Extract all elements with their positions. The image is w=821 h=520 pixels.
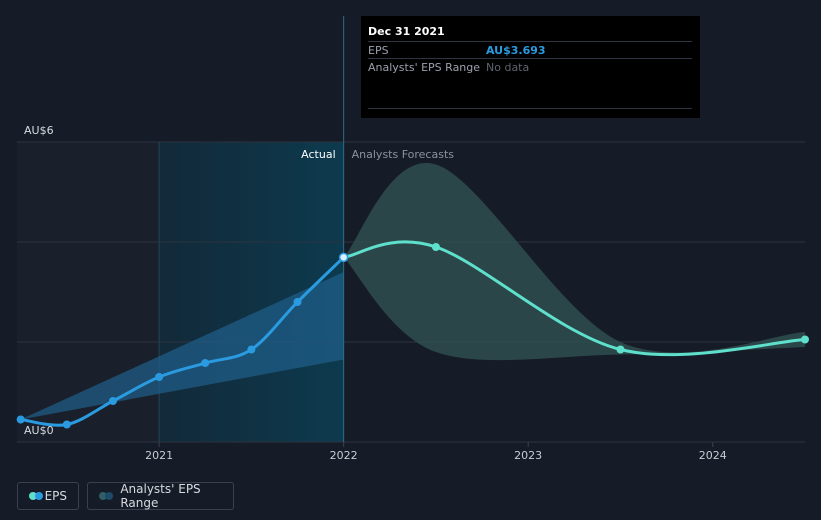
eps-legend-icon	[29, 492, 43, 500]
tooltip: Dec 31 2021 EPS AU$3.693 Analysts' EPS R…	[361, 16, 700, 118]
forecast-section-label: Analysts Forecasts	[352, 148, 455, 161]
x-tick-label-1: 2022	[330, 449, 358, 462]
tooltip-range-value: No data	[486, 61, 530, 74]
x-tick-label-2: 2023	[514, 449, 542, 462]
legend-range-label: Analysts' EPS Range	[120, 482, 201, 510]
legend-eps[interactable]: EPS	[17, 482, 79, 510]
y-tick-label-top: AU$6	[24, 124, 54, 137]
legend-eps-label: EPS	[44, 489, 67, 503]
eps-forecast-point-1	[431, 243, 440, 251]
eps-forecast-line	[343, 240, 806, 357]
tooltip-date: Dec 31 2021	[368, 25, 445, 38]
analyst-range-forecast	[343, 163, 805, 361]
legend-analysts-range[interactable]: Analysts' EPS Range	[87, 482, 234, 510]
tooltip-range-label: Analysts' EPS Range	[368, 61, 481, 74]
range-legend-icon	[99, 492, 113, 500]
eps-actual-point-1	[62, 420, 71, 429]
actual-section-label: Actual	[301, 148, 335, 161]
tooltip-eps-value: AU$3.693	[486, 44, 546, 57]
eps-actual-point-6	[293, 298, 302, 306]
eps-actual-point-7	[338, 252, 349, 263]
tooltip-divider	[368, 108, 692, 109]
tooltip-eps-label: EPS	[368, 44, 389, 57]
analyst-range-actual	[20, 272, 344, 420]
tooltip-range-row: Analysts' EPS Range No data	[368, 58, 692, 76]
eps-forecast-point-3	[801, 335, 809, 344]
eps-actual-point-3	[155, 373, 164, 381]
tooltip-eps-row: EPS AU$3.693	[368, 41, 692, 59]
eps-actual-point-0	[16, 415, 25, 424]
eps-forecast-point-2	[616, 345, 625, 354]
eps-actual-point-4	[201, 359, 210, 367]
x-tick-label-3: 2024	[699, 449, 727, 462]
eps-actual-point-5	[247, 345, 256, 354]
x-tick-label-0: 2021	[145, 449, 173, 462]
y-tick-label-bottom: AU$0	[24, 424, 54, 437]
eps-actual-point-2	[108, 397, 117, 405]
